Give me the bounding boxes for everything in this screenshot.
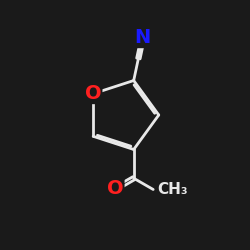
Text: CH₃: CH₃ <box>157 182 188 197</box>
Text: O: O <box>85 84 102 103</box>
Text: N: N <box>135 28 151 47</box>
Text: O: O <box>107 179 124 198</box>
